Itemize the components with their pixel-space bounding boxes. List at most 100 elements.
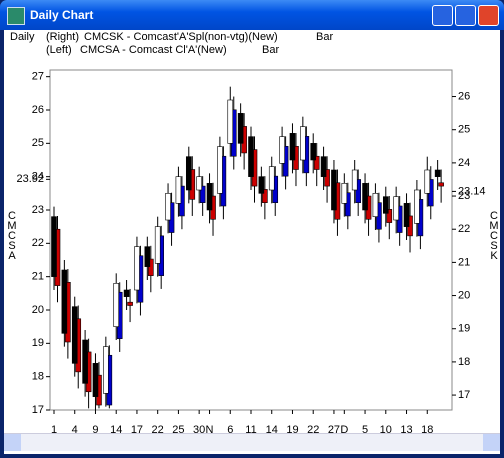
y2-tick-label: 21: [458, 256, 470, 268]
scroll-left[interactable]: [4, 434, 21, 451]
x-tick-label: 5: [362, 424, 368, 436]
x-tick-label: 22: [152, 424, 164, 436]
x-tick-label: 19: [286, 424, 298, 436]
candle-body: [331, 169, 337, 211]
candle-body: [113, 283, 120, 327]
candle-body: [154, 226, 161, 264]
title-bar: Daily Chart: [0, 0, 504, 30]
candle-body: [310, 143, 317, 161]
x-tick-label: 11: [245, 424, 256, 436]
candle-body: [434, 169, 441, 177]
candle-body: [123, 289, 130, 297]
candle-body: [51, 216, 57, 277]
maximize-button[interactable]: [455, 5, 476, 26]
candle-body: [393, 196, 399, 221]
y-tick-label: 24: [32, 171, 44, 183]
period: Daily: [10, 31, 35, 43]
candle-body: [144, 246, 151, 267]
y-tick-label: 27: [32, 71, 44, 83]
x-tick-label: 6: [227, 424, 233, 436]
client-area: Daily (Right) CMCSK - Comcast'A'Spl(non-…: [4, 30, 500, 454]
y2-tick-label: 18: [458, 356, 470, 368]
y2-tick-label: 23.14: [458, 185, 486, 197]
window-title: Daily Chart: [30, 8, 94, 22]
y2-axis-label: CMCSK: [488, 210, 500, 260]
candle-body: [61, 269, 68, 334]
y-axis-label: CMCSA: [6, 210, 18, 260]
candle-body: [362, 183, 368, 211]
legend-side: (Left): [46, 44, 72, 56]
candle-body: [103, 346, 109, 394]
candle-body: [185, 156, 192, 191]
candle-body: [313, 155, 320, 170]
y2-tick-label: 23: [458, 190, 470, 202]
y-tick-label: 18: [32, 371, 44, 383]
x-tick-label: 14: [110, 424, 122, 436]
candle-body: [258, 176, 265, 194]
candle-body: [386, 209, 393, 223]
y-tick-label: 22: [32, 237, 44, 249]
x-tick-label: 13: [400, 424, 412, 436]
candle-body: [424, 169, 431, 194]
candle-body: [148, 258, 154, 276]
y2-tick-label: 20: [458, 289, 470, 301]
scroll-right[interactable]: [483, 434, 500, 451]
candle-body: [199, 185, 206, 203]
candle-body: [345, 192, 351, 217]
candle-body: [300, 126, 306, 161]
y-tick-label: 25: [32, 137, 44, 149]
y2-tick-label: 24: [458, 157, 470, 169]
x-tick-label: 27: [328, 424, 340, 436]
y2-tick-label: 19: [458, 323, 470, 335]
candle-body: [227, 99, 234, 144]
y-tick-label: 21: [32, 271, 44, 283]
y2-tick-label: 17: [458, 389, 470, 401]
candle-body: [324, 169, 330, 187]
x-tick-label: 22: [307, 424, 319, 436]
legend-style: Bar: [316, 31, 333, 43]
app-icon: [7, 7, 25, 25]
candle-body: [372, 193, 379, 217]
candle-body: [71, 306, 78, 364]
candle-body: [262, 189, 268, 203]
y2-tick-label: 26: [458, 90, 470, 102]
candle-body: [403, 203, 410, 227]
minimize-button[interactable]: [432, 5, 453, 26]
legend-side: (Right): [46, 31, 79, 43]
candle-body: [196, 176, 202, 191]
candle-body: [248, 136, 254, 177]
y-tick-label: 26: [32, 104, 44, 116]
candle-body: [279, 136, 285, 164]
legend-name: CMCSA - Comcast Cl'A'(New): [80, 44, 227, 56]
candle-body: [268, 166, 275, 191]
close-button[interactable]: [478, 5, 499, 26]
x-tick-label: 18: [421, 424, 433, 436]
candle-body: [134, 246, 140, 291]
legend-style: Bar: [262, 44, 279, 56]
candle-body: [127, 301, 133, 306]
y2-tick-label: 25: [458, 124, 470, 136]
x-tick-label: N: [206, 424, 214, 436]
x-tick-label: 14: [266, 424, 278, 436]
chart: Daily (Right) CMCSK - Comcast'A'Spl(non-…: [10, 31, 486, 436]
y-tick-label: 23: [32, 204, 44, 216]
candle-body: [382, 196, 389, 214]
candle-body: [175, 176, 182, 204]
y2-tick-label: 22: [458, 223, 470, 235]
y-tick-label: 19: [32, 337, 44, 349]
x-tick-label: 9: [92, 424, 98, 436]
candle-body: [92, 363, 99, 397]
y-tick-label: 17: [32, 404, 44, 416]
candle-body: [341, 183, 348, 204]
candle-body: [206, 183, 213, 211]
scrollbar[interactable]: [4, 433, 500, 451]
x-tick-label: 10: [380, 424, 392, 436]
y-tick-label: 20: [32, 304, 44, 316]
candle-body: [320, 156, 327, 177]
candle-body: [82, 339, 88, 384]
candle-body: [165, 193, 171, 221]
candle-body: [217, 146, 223, 194]
candle-body: [355, 179, 361, 203]
legend-name: CMCSK - Comcast'A'Spl(non-vtg)(New): [84, 31, 278, 43]
